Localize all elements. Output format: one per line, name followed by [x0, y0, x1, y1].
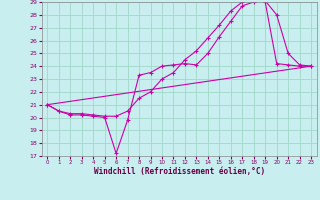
X-axis label: Windchill (Refroidissement éolien,°C): Windchill (Refroidissement éolien,°C) — [94, 167, 265, 176]
